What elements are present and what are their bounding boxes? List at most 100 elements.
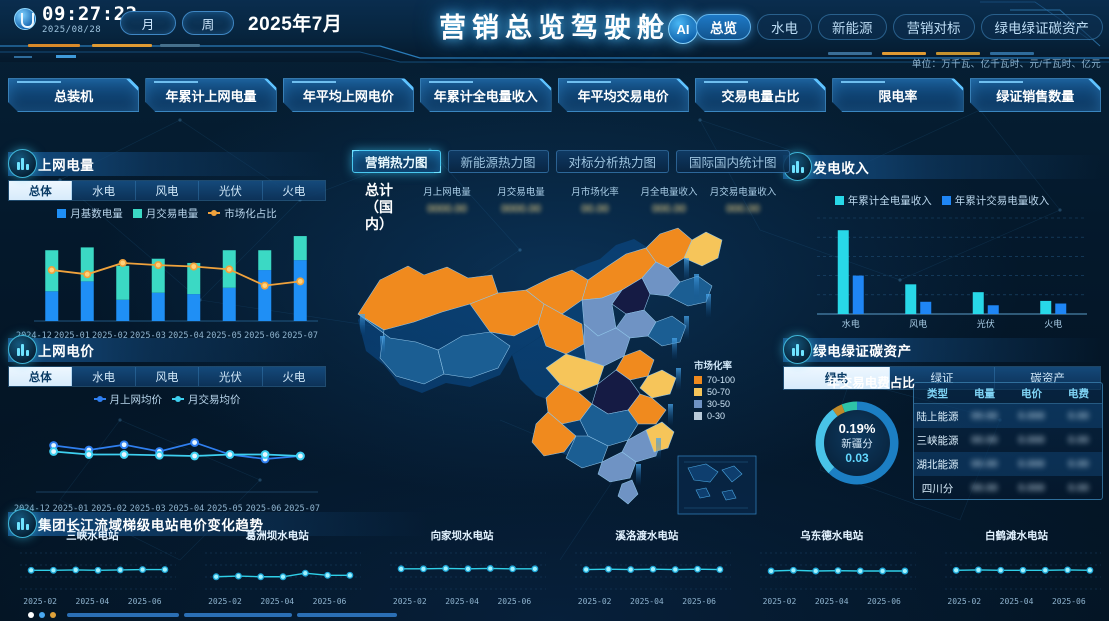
tab-grid-volume-3[interactable]: 光伏 — [199, 181, 263, 200]
tab-grid-price-0[interactable]: 总体 — [9, 367, 73, 386]
kpi-button-7[interactable]: 绿证销售数量 — [970, 78, 1101, 112]
legend-item-income-0: 年累计全电量收入 — [834, 193, 932, 208]
chart-grid-price[interactable] — [8, 409, 326, 504]
station-name-4: 乌东德水电站 — [800, 530, 864, 542]
donut-chart-trade-fee-share[interactable]: 0.19% 新疆分 0.03 — [806, 392, 908, 494]
table-row[interactable]: 四川分 00.00 0.000 0.00 — [914, 476, 1102, 499]
table-cell-1: 00.00 — [971, 482, 998, 494]
station-xaxis-3: 2025-02 2025-04 2025-06 — [554, 597, 739, 606]
tab-green-assets-0[interactable]: 绿电 — [784, 367, 890, 389]
map-summary-total-label: 总计 （国内） — [356, 182, 402, 233]
xtick-price-1: 2025-01 — [52, 504, 89, 514]
table-cell-2: 0.000 — [1018, 458, 1045, 470]
nav-item-0[interactable]: 总览 — [696, 14, 751, 40]
main-navigation: 总览 水电 新能源 营销对标 绿电绿证碳资产 — [696, 14, 1103, 40]
panel-grid-volume: 上网电量 总体 水电 风电 光伏 火电 月基数电量 月交易电量 市场化占比 2024-12 2… — [8, 149, 326, 341]
station-chart-1[interactable] — [185, 547, 369, 595]
station-chart-2[interactable] — [370, 547, 554, 595]
tab-grid-price-2[interactable]: 风电 — [135, 367, 200, 386]
tab-grid-price-3[interactable]: 光伏 — [199, 367, 263, 386]
page-title: 营销总览驾驶舱 — [439, 13, 670, 43]
ai-assistant-badge[interactable]: AI — [668, 14, 698, 44]
period-toggle-month[interactable]: 月 — [120, 11, 176, 35]
map-tab-3[interactable]: 国际国内统计图 — [676, 150, 790, 173]
station-card-5[interactable]: 白鹤滩水电站 2025-02 2025-04 2025-06 — [924, 528, 1109, 616]
green-assets-table[interactable]: 类型 电量 电价 电费 陆上能源 00.00 0.000 0.00 三峡能源 00.00 0.00… — [913, 382, 1103, 500]
xtick-volume-0: 2024-12 — [16, 331, 52, 341]
chart-bar-icon — [8, 335, 37, 364]
china-choropleth-map[interactable] — [350, 218, 770, 518]
tab-grid-volume-2[interactable]: 风电 — [135, 181, 200, 200]
station-chart-4[interactable] — [740, 547, 924, 595]
kpi-button-0[interactable]: 总装机 — [8, 78, 139, 112]
tab-grid-price-1[interactable]: 水电 — [72, 367, 136, 386]
station-chart-0[interactable] — [0, 547, 184, 595]
kpi-button-row: 总装机 年累计上网电量 年平均上网电价 年累计全电量收入 年平均交易电价 交易电量占比 限电… — [0, 78, 1109, 114]
station-xtick-5-0: 2025-02 — [947, 597, 982, 606]
table-cell-3: 0.00 — [1068, 482, 1089, 494]
map-legend-row-0: 70-100 — [694, 375, 735, 385]
tab-grid-volume-4[interactable]: 火电 — [262, 181, 326, 200]
station-card-4[interactable]: 乌东德水电站 2025-02 2025-04 2025-06 — [739, 528, 924, 616]
station-xtick-0-2: 2025-06 — [127, 597, 162, 606]
clock-time: 09:27:22 — [42, 3, 138, 25]
clock-date: 2025/08/28 — [42, 25, 102, 35]
selected-year-month: 2025年7月 — [248, 14, 343, 35]
table-col-header-2: 电价 — [1021, 387, 1042, 400]
tab-grid-volume-0[interactable]: 总体 — [9, 181, 73, 200]
station-xtick-1-1: 2025-04 — [260, 597, 295, 606]
station-card-3[interactable]: 溪洛渡水电站 2025-02 2025-04 2025-06 — [554, 528, 739, 616]
carousel-pagination[interactable] — [28, 612, 397, 618]
table-row[interactable]: 三峡能源 00.00 0.000 0.00 — [914, 428, 1102, 452]
kpi-button-2[interactable]: 年平均上网电价 — [283, 78, 414, 112]
kpi-button-4[interactable]: 年平均交易电价 — [558, 78, 689, 112]
xaxis-grid-price: 2024-12 2025-01 2025-02 2025-03 2025-04 2025-… — [8, 504, 326, 514]
legend-item-volume-1: 月交易电量 — [132, 206, 198, 221]
map-tab-1[interactable]: 新能源热力图 — [447, 150, 549, 173]
map-stat-value-0: 0000.00 — [427, 203, 467, 215]
station-name-3: 溪洛渡水电站 — [615, 530, 679, 542]
map-tab-2[interactable]: 对标分析热力图 — [555, 150, 670, 173]
donut-title: 年交易电费占比 — [827, 376, 915, 390]
panel-title-grid-volume: 上网电量 — [38, 158, 95, 173]
station-xtick-2-1: 2025-04 — [445, 597, 479, 606]
station-xaxis-0: 2025-02 2025-04 2025-06 — [0, 597, 185, 606]
nav-item-2[interactable]: 新能源 — [818, 14, 887, 40]
kpi-button-3[interactable]: 年累计全电量收入 — [420, 78, 551, 112]
station-chart-5[interactable] — [925, 547, 1109, 595]
station-chart-3[interactable] — [555, 547, 739, 595]
table-col-header-1: 电量 — [974, 387, 995, 400]
map-tab-0[interactable]: 营销热力图 — [352, 150, 441, 173]
chart-generation-income[interactable]: 水电 风电 光伏 火电 — [783, 212, 1101, 334]
kpi-button-1[interactable]: 年累计上网电量 — [145, 78, 276, 112]
period-toggle-week[interactable]: 周 — [182, 11, 234, 35]
svg-text:光伏: 光伏 — [977, 318, 995, 329]
kpi-button-5[interactable]: 交易电量占比 — [695, 78, 826, 112]
map-stat-label-4: 月交易电量收入 — [709, 187, 777, 198]
tab-grid-price-4[interactable]: 火电 — [262, 367, 326, 386]
nav-item-1[interactable]: 水电 — [757, 14, 812, 40]
panel-generation-income: 发电收入 年累计全电量收入 年累计交易电量收入 水电 风电 光伏 火电 — [783, 152, 1101, 334]
nav-item-3[interactable]: 营销对标 — [892, 14, 975, 40]
station-xtick-0-1: 2025-04 — [75, 597, 110, 606]
station-xtick-4-1: 2025-04 — [814, 597, 849, 606]
chart-grid-volume[interactable] — [8, 223, 326, 331]
tabs-grid-volume: 总体 水电 风电 光伏 火电 — [8, 180, 326, 201]
kpi-button-6[interactable]: 限电率 — [832, 78, 963, 112]
map-legend-row-2: 30-50 — [694, 399, 735, 409]
donut-center-label: 0.19% 新疆分 0.03 — [824, 410, 890, 476]
table-row[interactable]: 陆上能源 00.00 0.000 0.00 — [914, 404, 1102, 428]
station-xtick-2-2: 2025-06 — [497, 597, 532, 606]
station-card-0[interactable]: 三峡水电站 2025-02 2025-04 2025-06 — [0, 528, 185, 616]
table-row[interactable]: 湖北能源 00.00 0.000 0.00 — [914, 452, 1102, 476]
table-cell-0: 陆上能源 — [916, 410, 959, 423]
station-card-2[interactable]: 向家坝水电站 2025-02 2025-04 2025-06 — [370, 528, 555, 616]
panel-title-green-assets: 绿电绿证碳资产 — [813, 344, 912, 359]
station-card-1[interactable]: 葛洲坝水电站 2025-02 2025-04 2025-06 — [185, 528, 370, 616]
tab-grid-volume-1[interactable]: 水电 — [72, 181, 136, 200]
xtick-price-0: 2024-12 — [14, 504, 50, 514]
map-summary-total-line2: （国内） — [365, 199, 393, 232]
map-stat-label-0: 月上网电量 — [423, 187, 471, 198]
table-header-row: 类型 电量 电价 电费 — [914, 383, 1102, 404]
nav-item-4[interactable]: 绿电绿证碳资产 — [980, 14, 1103, 40]
